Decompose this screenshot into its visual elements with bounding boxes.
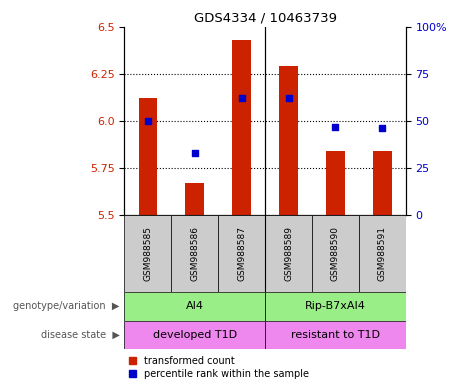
Bar bbox=[312, 215, 359, 292]
Point bbox=[238, 95, 245, 101]
Text: GSM988585: GSM988585 bbox=[143, 226, 153, 281]
Bar bbox=[124, 292, 265, 321]
Bar bbox=[232, 40, 251, 215]
Bar bbox=[279, 66, 298, 215]
Bar bbox=[359, 215, 406, 292]
Text: developed T1D: developed T1D bbox=[153, 330, 237, 340]
Text: GSM988587: GSM988587 bbox=[237, 226, 246, 281]
Text: disease state  ▶: disease state ▶ bbox=[41, 330, 120, 340]
Title: GDS4334 / 10463739: GDS4334 / 10463739 bbox=[194, 11, 337, 24]
Bar bbox=[138, 98, 157, 215]
Bar bbox=[171, 215, 218, 292]
Text: Rip-B7xAI4: Rip-B7xAI4 bbox=[305, 301, 366, 311]
Text: resistant to T1D: resistant to T1D bbox=[291, 330, 380, 340]
Point bbox=[144, 118, 152, 124]
Text: GSM988589: GSM988589 bbox=[284, 226, 293, 281]
Point bbox=[378, 126, 386, 132]
Text: genotype/variation  ▶: genotype/variation ▶ bbox=[13, 301, 120, 311]
Point bbox=[332, 124, 339, 130]
Point bbox=[285, 95, 292, 101]
Text: GSM988590: GSM988590 bbox=[331, 226, 340, 281]
Bar bbox=[265, 292, 406, 321]
Bar bbox=[124, 321, 265, 349]
Bar bbox=[185, 183, 204, 215]
Text: GSM988591: GSM988591 bbox=[378, 226, 387, 281]
Bar bbox=[373, 151, 392, 215]
Bar bbox=[265, 215, 312, 292]
Legend: transformed count, percentile rank within the sample: transformed count, percentile rank withi… bbox=[130, 356, 309, 379]
Bar bbox=[326, 151, 345, 215]
Text: AI4: AI4 bbox=[186, 301, 204, 311]
Point bbox=[191, 150, 198, 156]
Bar bbox=[124, 215, 171, 292]
Bar bbox=[265, 321, 406, 349]
Text: GSM988586: GSM988586 bbox=[190, 226, 199, 281]
Bar bbox=[218, 215, 265, 292]
